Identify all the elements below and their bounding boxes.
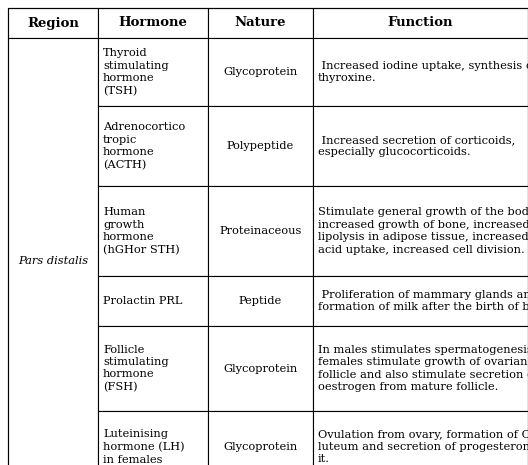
Bar (208, 186, 313, 276)
Bar (208, 326, 313, 411)
Bar (98, 276, 208, 326)
Bar (208, 8, 313, 38)
Bar (98, 326, 208, 411)
Bar (313, 326, 528, 411)
Text: Prolactin PRL: Prolactin PRL (103, 296, 182, 306)
Text: Glycoprotein: Glycoprotein (223, 67, 298, 77)
Text: Function: Function (388, 16, 453, 29)
Text: Increased iodine uptake, synthesis of
thyroxine.: Increased iodine uptake, synthesis of th… (318, 61, 528, 83)
Bar (98, 411, 208, 465)
Bar (98, 106, 208, 186)
Bar (313, 8, 528, 38)
Bar (208, 411, 313, 465)
Bar (8, 38, 98, 465)
Text: Polypeptide: Polypeptide (227, 141, 294, 151)
Bar (208, 276, 313, 326)
Bar (313, 411, 528, 465)
Text: Stimulate general growth of the body by
increased growth of bone, increased
lipo: Stimulate general growth of the body by … (318, 207, 528, 255)
Text: Human
growth
hormone
(hGHor STH): Human growth hormone (hGHor STH) (103, 207, 180, 255)
Bar (313, 38, 528, 106)
Bar (208, 38, 313, 106)
Text: Luteinising
hormone (LH)
in females: Luteinising hormone (LH) in females (103, 429, 185, 465)
Text: Glycoprotein: Glycoprotein (223, 364, 298, 373)
Text: Glycoprotein: Glycoprotein (223, 442, 298, 452)
Text: Increased secretion of corticoids,
especially glucocorticoids.: Increased secretion of corticoids, espec… (318, 135, 515, 157)
Bar (98, 8, 208, 38)
Bar (313, 106, 528, 186)
Text: Adrenocortico
tropic
hormone
(ACTH): Adrenocortico tropic hormone (ACTH) (103, 122, 185, 170)
Text: Hormone: Hormone (119, 16, 187, 29)
Text: Region: Region (27, 16, 79, 29)
Text: Follicle
stimulating
hormone
(FSH): Follicle stimulating hormone (FSH) (103, 345, 168, 392)
Bar (98, 186, 208, 276)
Text: Proliferation of mammary glands and
formation of milk after the birth of baby: Proliferation of mammary glands and form… (318, 290, 528, 312)
Bar (313, 276, 528, 326)
Text: Nature: Nature (235, 16, 286, 29)
Text: In males stimulates spermatogenesis. In
females stimulate growth of ovarian
foll: In males stimulates spermatogenesis. In … (318, 345, 528, 392)
Bar (208, 106, 313, 186)
Bar (98, 38, 208, 106)
Text: Ovulation from ovary, formation of Corpus
luteum and secretion of progesterone f: Ovulation from ovary, formation of Corpu… (318, 430, 528, 465)
Text: Pars distalis: Pars distalis (18, 255, 88, 266)
Text: Proteinaceous: Proteinaceous (219, 226, 301, 236)
Bar (313, 186, 528, 276)
Bar (8, 8, 98, 38)
Text: Peptide: Peptide (239, 296, 282, 306)
Text: Thyroid
stimulating
hormone
(TSH): Thyroid stimulating hormone (TSH) (103, 48, 168, 96)
